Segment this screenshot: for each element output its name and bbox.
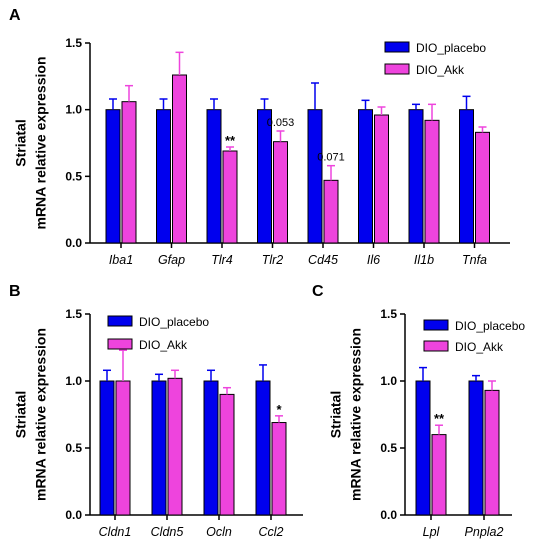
bar-placebo: [151, 380, 167, 516]
y-tick-label: 1.5: [65, 307, 82, 321]
bar-akk: [424, 119, 440, 244]
y-tick-label: 1.5: [65, 36, 82, 50]
y-tick-label: 0.5: [65, 169, 82, 183]
x-tick-label: Pnpla2: [465, 525, 504, 539]
bar-akk: [271, 422, 287, 516]
significance-label: **: [434, 411, 445, 426]
x-tick-label: Ocln: [206, 525, 232, 539]
bar-akk: [121, 101, 137, 244]
x-tick-label: Il1b: [414, 253, 434, 267]
y-axis-label: mRNA relative expression: [348, 328, 364, 501]
bar-akk: [273, 141, 288, 244]
y-tick-label: 1.0: [65, 374, 82, 388]
panel-b: B Striatal mRNA relative expression 0.0 0.5 1…: [9, 283, 303, 539]
bar-akk: [374, 114, 389, 244]
bar-akk: [222, 150, 238, 244]
bar-placebo: [255, 380, 271, 516]
y-axis-label: mRNA relative expression: [33, 328, 49, 501]
x-tick-label: Tlr4: [211, 253, 233, 267]
bar-placebo: [257, 109, 272, 244]
bar-akk: [431, 434, 447, 516]
x-tick-label: Il6: [367, 253, 380, 267]
y-axis-label: Striatal: [328, 391, 344, 438]
bar-placebo: [156, 109, 171, 244]
legend-swatch-placebo: [384, 41, 410, 53]
bar-placebo: [307, 109, 323, 244]
legend-label: DIO_placebo: [139, 315, 209, 329]
y-tick-label: 1.5: [380, 307, 397, 321]
bar-placebo: [408, 109, 424, 244]
bar-placebo: [203, 380, 219, 516]
significance-label: *: [276, 402, 282, 417]
x-tick-label: Tlr2: [262, 253, 284, 267]
legend-swatch-akk: [107, 338, 133, 350]
x-tick-label: Lpl: [423, 525, 441, 539]
y-tick-label: 0.0: [65, 508, 82, 522]
legend-label: DIO_Akk: [416, 63, 465, 77]
bar-placebo: [415, 380, 431, 516]
x-tick-label: Cldn1: [99, 525, 132, 539]
legend-swatch-akk: [423, 340, 449, 352]
x-tick-label: Tnfa: [462, 253, 487, 267]
bar-placebo: [105, 109, 121, 244]
y-tick-label: 0.5: [65, 441, 82, 455]
legend: DIO_placebo DIO_Akk: [107, 315, 209, 352]
x-tick-label: Iba1: [109, 253, 133, 267]
bar-akk: [115, 380, 131, 516]
significance-label: 0.053: [267, 117, 295, 129]
legend: DIO_placebo DIO_Akk: [384, 41, 486, 77]
x-tick-label: Ccl2: [258, 525, 283, 539]
legend-label: DIO_Akk: [455, 340, 504, 354]
y-tick-label: 0.0: [65, 236, 82, 250]
bar-placebo: [358, 109, 373, 244]
bar-akk: [484, 389, 500, 516]
significance-label: 0.071: [317, 152, 345, 164]
bar-akk: [475, 131, 490, 244]
legend-swatch-akk: [384, 63, 410, 75]
bar-placebo: [206, 109, 222, 244]
significance-label: **: [225, 133, 236, 148]
y-tick-label: 1.0: [380, 374, 397, 388]
x-tick-label: Cldn5: [151, 525, 184, 539]
legend-swatch-placebo: [423, 319, 449, 331]
panel-letter: A: [9, 7, 21, 24]
legend-swatch-placebo: [107, 315, 133, 327]
y-axis-label: Striatal: [13, 119, 29, 166]
x-tick-label: Gfap: [158, 253, 185, 267]
legend-label: DIO_Akk: [139, 338, 188, 352]
legend: DIO_placebo DIO_Akk: [423, 319, 525, 354]
y-tick-label: 0.0: [380, 508, 397, 522]
y-tick-label: 1.0: [65, 103, 82, 117]
panel-c: C Striatal mRNA relative expression 0.0 0.5 1…: [312, 283, 525, 539]
panel-a: A Striatal mRNA relative expression 0.0 0.5 1…: [9, 7, 510, 267]
y-axis-label: mRNA relative expression: [33, 57, 49, 230]
legend-label: DIO_placebo: [416, 41, 486, 55]
bar-akk: [167, 377, 183, 516]
bar-akk: [172, 74, 187, 244]
y-axis-label: Striatal: [13, 391, 29, 438]
bar-akk: [219, 393, 235, 516]
bar-placebo: [459, 109, 474, 244]
panel-letter: C: [312, 283, 324, 300]
panel-letter: B: [9, 283, 21, 300]
bar-placebo: [99, 380, 115, 516]
legend-label: DIO_placebo: [455, 319, 525, 333]
bar-placebo: [468, 380, 484, 516]
bar-akk: [323, 179, 339, 244]
x-tick-label: Cd45: [308, 253, 338, 267]
y-tick-label: 0.5: [380, 441, 397, 455]
